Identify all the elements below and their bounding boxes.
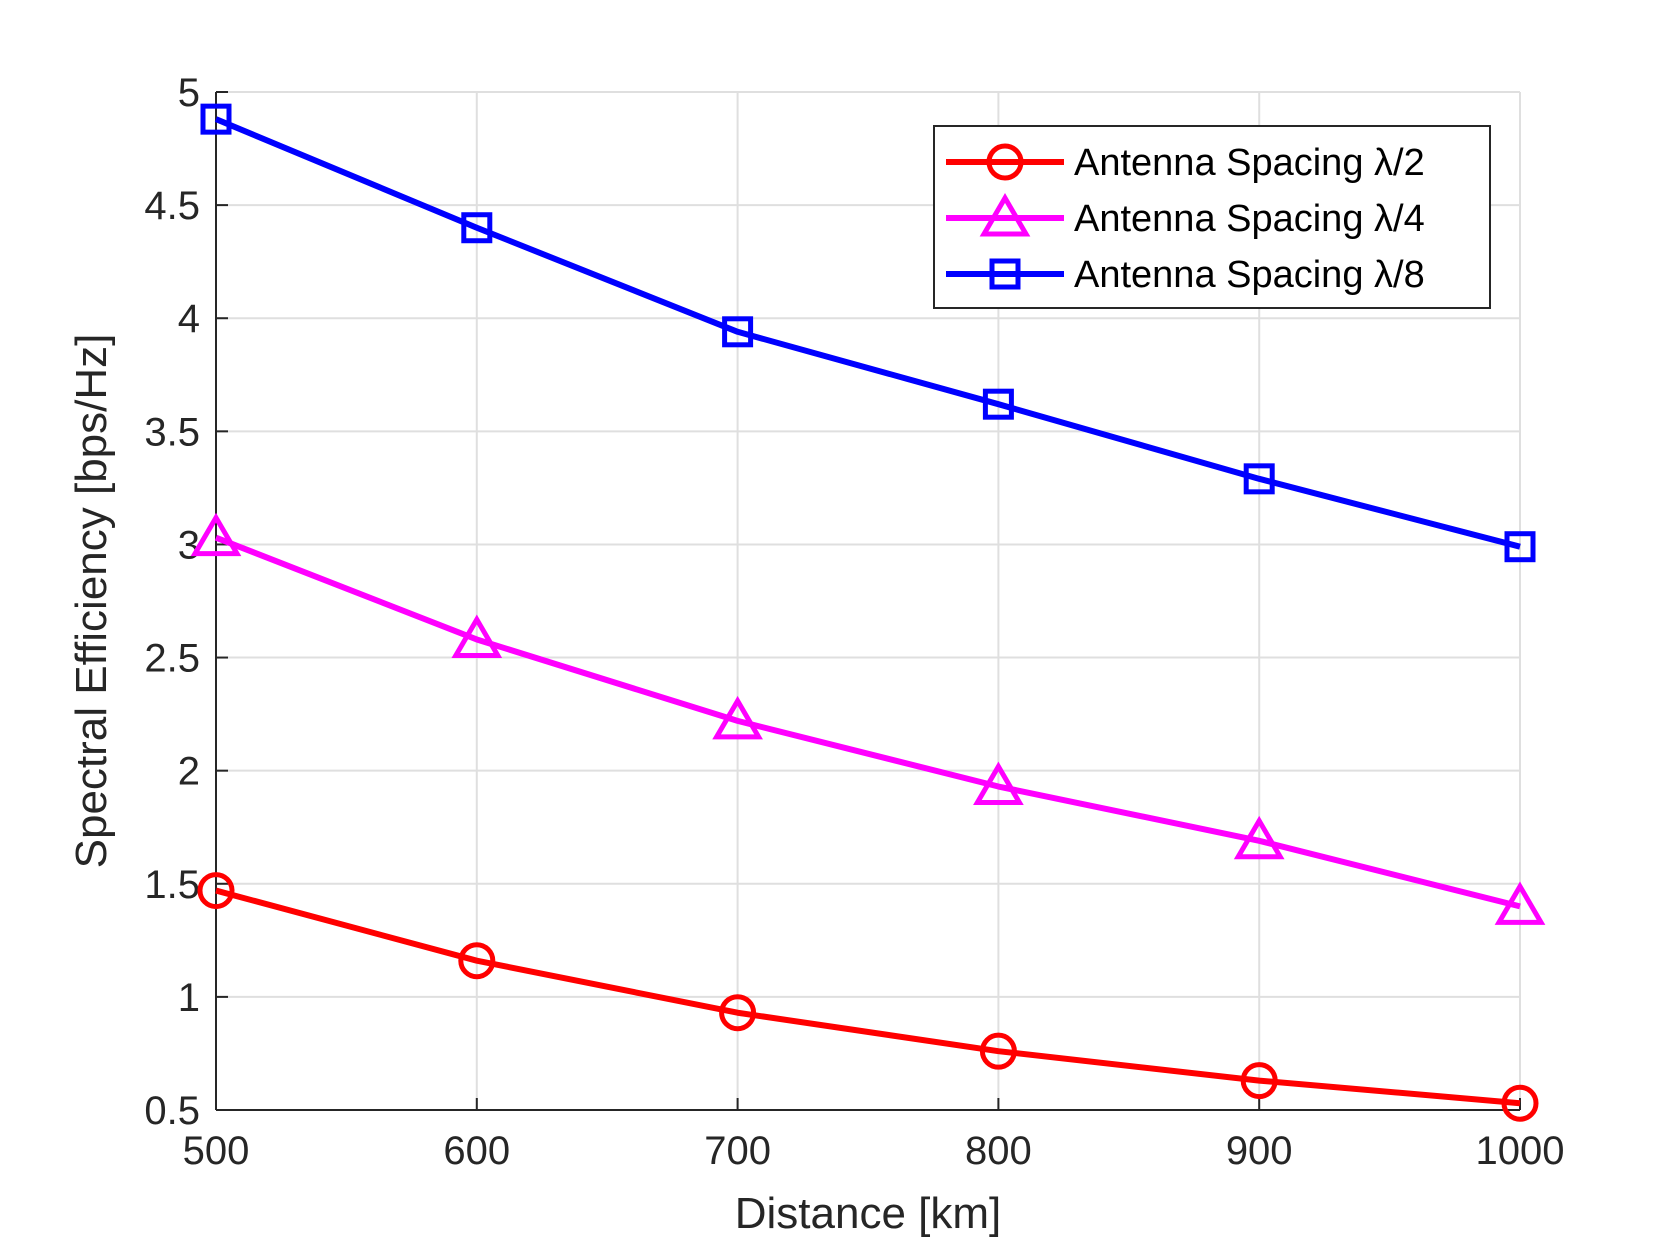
grid	[215, 91, 1521, 1111]
legend-label: Antenna Spacing λ/2	[1074, 142, 1425, 184]
x-tick-label: 800	[965, 1129, 1032, 1173]
y-tick-label: 4.5	[144, 184, 200, 228]
data-point-marker	[197, 872, 235, 910]
x-tick-label: 700	[704, 1129, 771, 1173]
data-point-marker	[979, 1032, 1017, 1070]
data-point-marker	[1504, 531, 1536, 563]
x-tick-label: 500	[183, 1129, 250, 1173]
legend-marker	[986, 143, 1024, 181]
x-axis-label: Distance [km]	[735, 1189, 1002, 1238]
data-point-marker	[973, 761, 1024, 806]
series-3	[200, 103, 1536, 563]
legend: Antenna Spacing λ/2 Antenna Spacing λ/4 An…	[933, 125, 1491, 309]
x-tick-label: 900	[1226, 1129, 1293, 1173]
data-point-marker	[200, 103, 232, 135]
data-point-marker	[982, 388, 1014, 420]
legend-marker	[979, 193, 1031, 237]
y-tick-label: 5	[178, 71, 200, 115]
data-point-marker	[190, 512, 242, 557]
x-tick-label: 600	[443, 1129, 510, 1173]
series-1	[197, 872, 1539, 1122]
legend-item: Antenna Spacing λ/4	[946, 193, 1425, 240]
tick-labels: 500 600 700 800 900 1000 0.5 1 1.5 2 2.5 3 3.5 4 4.5 5	[144, 71, 1564, 1173]
data-point-marker	[1233, 815, 1285, 860]
y-tick-label: 1.5	[144, 863, 200, 907]
axes	[215, 91, 1521, 1111]
legend-item: Antenna Spacing λ/8	[946, 254, 1425, 296]
data-point-marker	[451, 614, 503, 658]
data-point-marker	[712, 695, 763, 740]
series-line	[214, 116, 1521, 550]
data-point-marker	[1501, 1084, 1539, 1122]
data-point-marker	[1240, 1062, 1278, 1100]
data-point-marker	[461, 212, 493, 244]
series-line	[214, 534, 1521, 910]
y-tick-label: 2.5	[144, 637, 200, 681]
x-tick-label: 1000	[1476, 1129, 1565, 1173]
y-tick-label: 3.5	[144, 410, 200, 454]
y-tick-label: 3	[178, 523, 200, 567]
legend-label: Antenna Spacing λ/8	[1074, 254, 1425, 296]
legend-label: Antenna Spacing λ/4	[1074, 198, 1425, 240]
y-axis-label: Spectral Efficiency [bps/Hz]	[67, 334, 116, 869]
data-point-marker	[1243, 463, 1275, 495]
data-point-marker	[719, 994, 757, 1032]
y-tick-label: 0.5	[144, 1089, 200, 1133]
series-group	[190, 103, 1546, 1122]
series-2	[190, 512, 1546, 925]
y-tick-label: 1	[178, 976, 200, 1020]
data-point-marker	[722, 316, 754, 348]
legend-item: Antenna Spacing λ/2	[946, 142, 1425, 184]
series-line	[215, 887, 1521, 1107]
data-point-marker	[1494, 881, 1546, 925]
legend-marker	[989, 258, 1021, 290]
y-tick-label: 2	[178, 750, 200, 794]
data-point-marker	[458, 942, 496, 980]
y-tick-label: 4	[178, 297, 200, 341]
